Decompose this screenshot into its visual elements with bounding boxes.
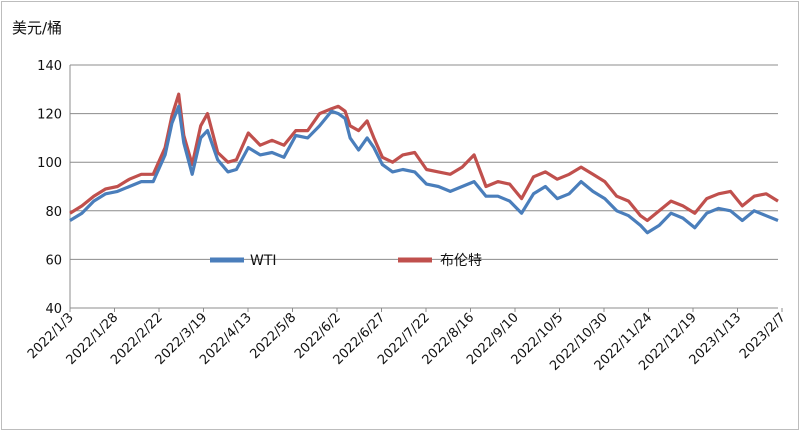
series-line-wti [69,104,779,235]
axes [69,65,778,309]
y-tick-100: 100 [37,156,62,171]
gridlines [70,64,778,260]
x-tick-labels: 2022/1/32022/1/282022/2/222022/3/192022/… [25,308,789,374]
x-tick-2023/2/7: 2023/2/7 [737,310,789,362]
y-tick-140: 140 [37,59,62,74]
legend-label-brent: 布伦特 [440,253,482,269]
y-tick-labels: 40 60 80 100 120 140 [37,59,62,317]
legend: WTI 布伦特 [210,253,482,269]
x-tick-2022/5/8: 2022/5/8 [247,310,299,362]
y-tick-120: 120 [37,108,62,123]
y-tick-80: 80 [45,205,62,220]
y-unit-label: 美元/桶 [12,19,62,37]
legend-label-wti: WTI [250,253,277,269]
y-tick-60: 60 [45,253,62,268]
series-lines [69,92,779,235]
y-tick-40: 40 [45,302,62,317]
